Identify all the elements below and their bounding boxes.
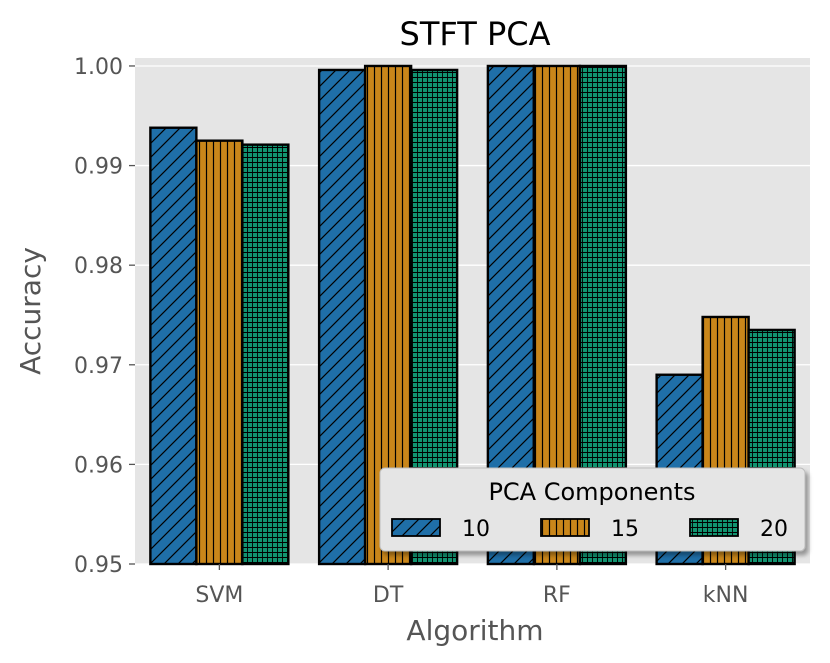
legend: PCA Components 10 15 20 xyxy=(379,467,806,552)
y-tick-label-0: 0.95 xyxy=(74,553,123,578)
legend-swatch-20 xyxy=(689,518,739,537)
legend-label-15: 15 xyxy=(611,517,639,542)
y-axis: 0.95 0.96 0.97 0.98 0.99 1.00 xyxy=(74,55,135,578)
legend-label-20: 20 xyxy=(760,517,788,542)
y-tick-label-1: 0.96 xyxy=(74,453,123,478)
y-tick-label-4: 0.99 xyxy=(74,155,123,180)
y-tick-label-2: 0.97 xyxy=(74,354,123,379)
x-tick-label-dt: DT xyxy=(373,583,404,608)
x-axis: SVM DT RF kNN xyxy=(195,564,748,608)
bar-svm-20 xyxy=(241,143,290,566)
y-axis-label: Accuracy xyxy=(14,247,47,375)
legend-label-10: 10 xyxy=(462,517,490,542)
legend-items: 10 15 20 xyxy=(391,517,788,542)
legend-title: PCA Components xyxy=(488,478,695,506)
legend-swatch-15 xyxy=(540,518,590,537)
legend-swatch-10 xyxy=(391,518,441,537)
bar-dt-10 xyxy=(317,68,367,566)
y-tick-label-5: 1.00 xyxy=(74,55,123,80)
chart-title: STFT PCA xyxy=(400,15,551,53)
x-tick-label-knn: kNN xyxy=(703,583,749,608)
y-tick-label-3: 0.98 xyxy=(74,254,123,279)
x-axis-label: Algorithm xyxy=(406,614,543,647)
bar-svm-10 xyxy=(149,126,198,566)
x-tick-label-svm: SVM xyxy=(195,583,243,608)
bar-svm-15 xyxy=(195,139,244,566)
x-tick-label-rf: RF xyxy=(543,583,571,608)
